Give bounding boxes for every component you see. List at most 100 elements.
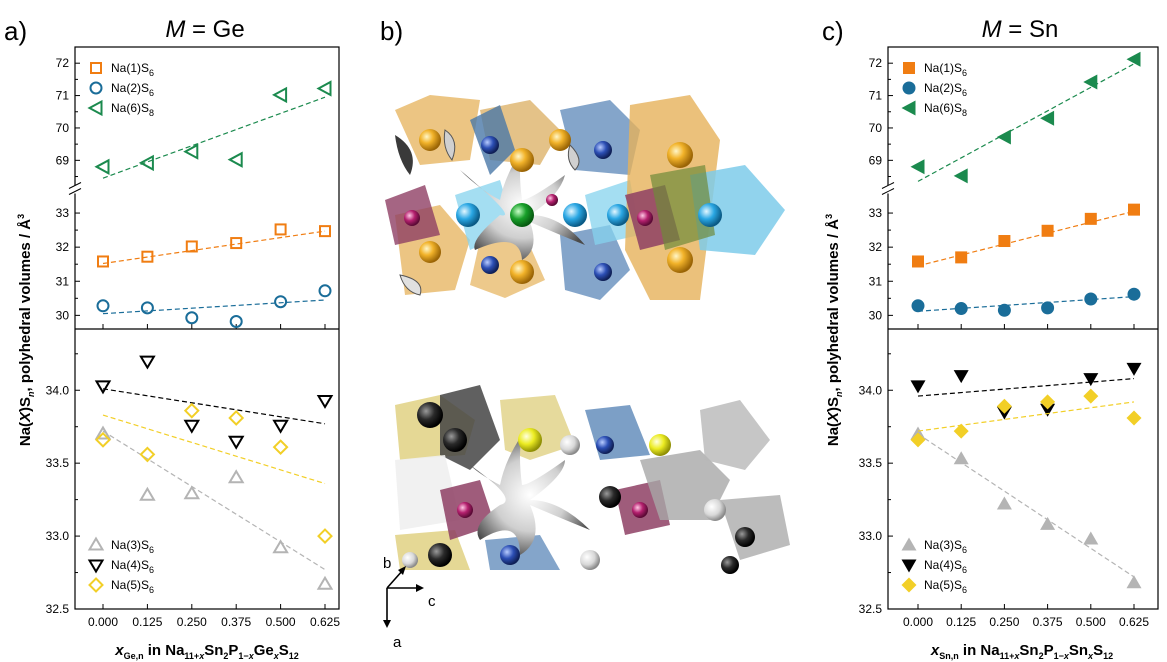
panel-a-frame bbox=[74, 46, 340, 610]
legend-label: Na(6)S8 bbox=[111, 101, 154, 118]
atom-cyan bbox=[698, 203, 722, 227]
data-point bbox=[1126, 362, 1142, 376]
fit-line bbox=[102, 414, 326, 485]
data-point bbox=[183, 485, 201, 500]
axis-break-mark bbox=[881, 188, 895, 195]
x-tick-label: 0.125 bbox=[946, 615, 976, 629]
data-point bbox=[954, 302, 968, 316]
isosurface bbox=[443, 129, 456, 161]
panel-c: c) M = Sn 0.000 0.125 0.250 0.375 0.500 0.625… bbox=[822, 16, 1159, 661]
y-tick-label: 32.5 bbox=[46, 602, 70, 616]
polyhedron-tan bbox=[395, 95, 480, 165]
fit-line bbox=[917, 377, 1135, 397]
axis-break-gap bbox=[71, 185, 79, 194]
atom-orange bbox=[419, 129, 441, 151]
data-point bbox=[96, 299, 110, 313]
data-point bbox=[274, 295, 288, 309]
y-tick-label: 34.0 bbox=[859, 383, 883, 397]
atom-magenta bbox=[632, 502, 648, 518]
data-point bbox=[318, 284, 332, 298]
atom-green bbox=[510, 203, 534, 227]
data-point bbox=[996, 496, 1012, 510]
data-point bbox=[1041, 224, 1054, 237]
polyhedron-blue bbox=[585, 405, 650, 460]
legend-marker bbox=[901, 559, 917, 573]
legend-label: Na(4)S6 bbox=[111, 558, 154, 575]
legend-label: Na(3)S6 bbox=[924, 538, 967, 555]
structure-image-bottom bbox=[395, 385, 790, 574]
data-point bbox=[317, 528, 333, 544]
atom-orange bbox=[510, 260, 534, 284]
x-tick-label: 0.625 bbox=[310, 615, 340, 629]
atom-white bbox=[580, 550, 600, 570]
isosurface-panel bbox=[395, 455, 460, 530]
data-point bbox=[183, 402, 200, 419]
panel-c-plot: 0.000 0.125 0.250 0.375 0.500 0.625 69 70 71 72 30… bbox=[859, 51, 1149, 629]
data-point bbox=[229, 314, 243, 328]
data-point bbox=[996, 398, 1012, 414]
x-tick-label: 0.500 bbox=[1076, 615, 1106, 629]
data-point bbox=[1040, 394, 1056, 410]
y-tick-label: 31 bbox=[869, 274, 883, 288]
fit-line bbox=[917, 63, 1135, 182]
legend-marker bbox=[89, 81, 103, 95]
data-point bbox=[1083, 373, 1099, 387]
isosurface-panel bbox=[720, 495, 790, 560]
fit-line bbox=[917, 401, 1135, 432]
legend-label: Na(4)S6 bbox=[924, 558, 967, 575]
x-tick-label: 0.000 bbox=[88, 615, 118, 629]
data-point bbox=[1083, 388, 1099, 404]
legend-marker bbox=[88, 577, 104, 593]
data-point bbox=[139, 446, 156, 463]
data-point bbox=[183, 143, 199, 160]
data-point bbox=[912, 255, 924, 268]
polyhedron-olive bbox=[650, 165, 715, 250]
data-point bbox=[139, 355, 156, 370]
legend-marker bbox=[901, 537, 917, 551]
atom-black bbox=[428, 543, 452, 567]
atom-magenta bbox=[637, 210, 653, 226]
atom-cyan bbox=[563, 203, 587, 227]
legend-label: Na(3)S6 bbox=[111, 538, 154, 555]
data-point bbox=[140, 301, 154, 315]
panel-c-letter: c) bbox=[822, 16, 844, 46]
atom-blue bbox=[500, 545, 520, 565]
data-point bbox=[1084, 212, 1097, 225]
data-point bbox=[94, 425, 112, 440]
atom-orange bbox=[667, 247, 693, 273]
data-point bbox=[228, 410, 245, 426]
data-point bbox=[1040, 516, 1056, 530]
panel-a: a) M = Ge 0.000 0.125 0.250 0.375 0.500 0.625… bbox=[4, 16, 340, 661]
isosurface-panel bbox=[700, 400, 770, 470]
atom-black bbox=[443, 428, 467, 452]
data-point bbox=[94, 158, 110, 175]
panel-c-title: M = Sn bbox=[982, 16, 1059, 43]
data-point bbox=[1083, 531, 1099, 545]
data-point bbox=[1128, 203, 1140, 216]
data-point bbox=[910, 380, 926, 394]
atom-orange bbox=[667, 142, 693, 168]
atom-blue bbox=[594, 141, 612, 159]
atom-cyan bbox=[456, 203, 480, 227]
y-tick-label: 71 bbox=[56, 89, 70, 103]
data-point bbox=[998, 235, 1011, 248]
legend-marker bbox=[90, 62, 102, 74]
panel-a-xlabel: xGe,n in Na11+xSn2P1−xGexS12 bbox=[114, 642, 299, 661]
data-point bbox=[185, 240, 198, 253]
x-tick-label: 0.250 bbox=[177, 615, 207, 629]
y-tick-label: 71 bbox=[869, 89, 883, 103]
atom-blue bbox=[481, 136, 499, 154]
atom-black bbox=[599, 486, 621, 508]
data-point bbox=[953, 168, 968, 184]
y-tick-label: 33.0 bbox=[859, 529, 883, 543]
data-point bbox=[953, 370, 969, 384]
atom-magenta bbox=[546, 194, 558, 206]
axis-break-mark bbox=[68, 188, 82, 195]
atom-yellow bbox=[649, 434, 671, 456]
y-tick-label: 70 bbox=[56, 121, 70, 135]
legend-label: Na(2)S6 bbox=[924, 81, 967, 98]
axis-label-a: a bbox=[393, 634, 402, 651]
data-point bbox=[319, 225, 331, 238]
y-tick-label: 33.5 bbox=[46, 456, 70, 470]
fit-line bbox=[102, 96, 326, 179]
